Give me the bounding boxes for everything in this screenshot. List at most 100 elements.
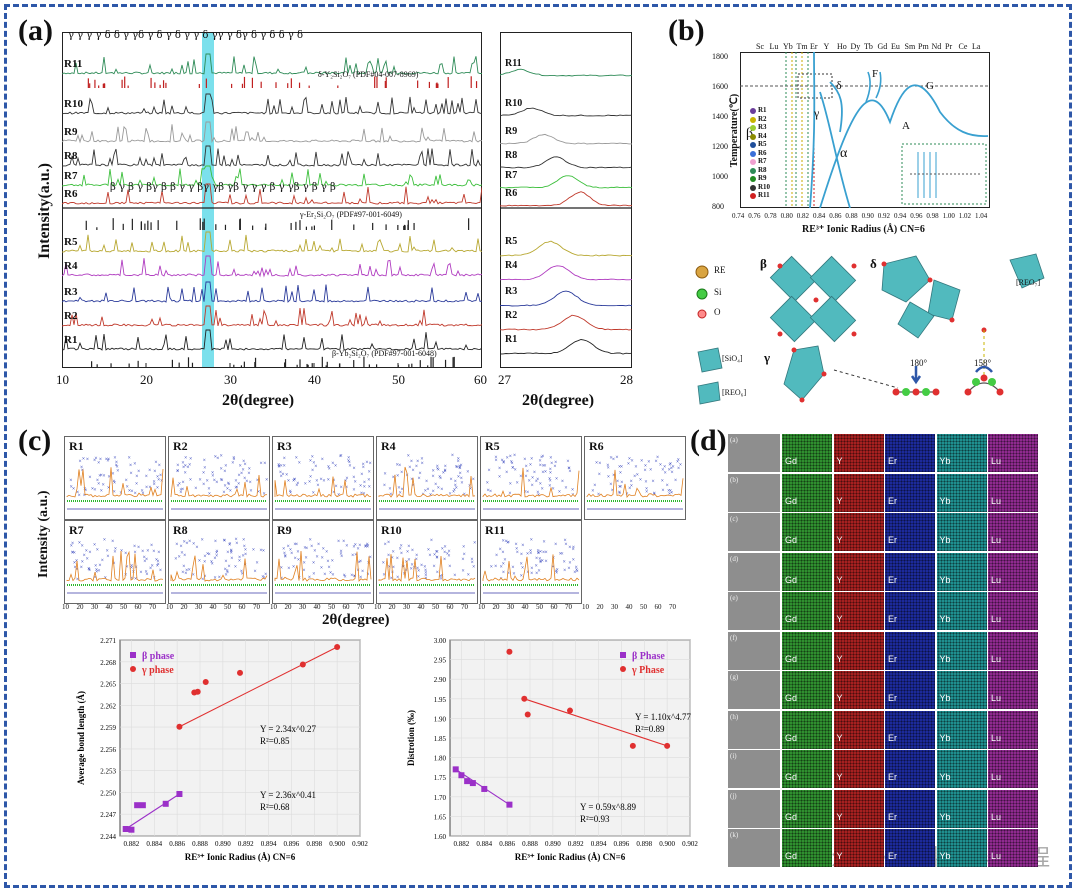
refinement-R10: × × × × × × × × × × × × × × × × × × × × × × × × × × × × × × × × × × × × × × × ×… bbox=[376, 520, 478, 604]
legend-dot-R6 bbox=[750, 150, 756, 157]
atom-RE: RE bbox=[714, 265, 726, 275]
xtick: 60 bbox=[474, 372, 487, 387]
legend-dot-R1 bbox=[750, 108, 756, 114]
svg-text:×: × bbox=[215, 553, 218, 559]
svg-text:×: × bbox=[130, 564, 133, 570]
svg-text:×: × bbox=[526, 570, 529, 576]
point-gamma bbox=[521, 695, 528, 702]
svg-text:×: × bbox=[439, 476, 442, 482]
legend-dot-R5 bbox=[750, 142, 756, 148]
svg-text:×: × bbox=[113, 456, 116, 462]
refinement-xtick: 40 bbox=[417, 603, 425, 611]
svg-text:×: × bbox=[563, 560, 566, 566]
svg-text:×: × bbox=[259, 461, 262, 467]
svg-text:×: × bbox=[181, 460, 184, 466]
svg-text:×: × bbox=[142, 555, 145, 561]
eds-map-Gd: Gd bbox=[782, 592, 832, 630]
svg-text:×: × bbox=[125, 564, 128, 570]
phase-xtick: 0.78 bbox=[764, 212, 777, 220]
svg-text:×: × bbox=[425, 479, 428, 485]
legend-dot-R10 bbox=[750, 184, 756, 191]
svg-text:×: × bbox=[535, 556, 538, 562]
svg-text:×: × bbox=[298, 461, 301, 467]
eds-map-Gd: Gd bbox=[782, 631, 832, 670]
svg-text:×: × bbox=[510, 460, 513, 466]
svg-text:×: × bbox=[436, 570, 439, 576]
svg-text:×: × bbox=[679, 463, 682, 469]
svg-text:×: × bbox=[198, 478, 201, 484]
svg-text:×: × bbox=[94, 564, 97, 570]
sample-label-R7: R7 bbox=[64, 170, 78, 182]
svg-text:×: × bbox=[436, 467, 439, 473]
legend-R9: R9 bbox=[758, 174, 767, 182]
eds-map-Y: Y bbox=[833, 789, 884, 828]
scatter-ytick: 2.268 bbox=[100, 659, 116, 667]
svg-text:×: × bbox=[504, 539, 507, 545]
panel-a-label: (a) bbox=[18, 14, 53, 47]
svg-text:×: × bbox=[279, 470, 282, 476]
svg-text:×: × bbox=[598, 461, 601, 467]
svg-text:×: × bbox=[457, 456, 460, 462]
svg-text:×: × bbox=[145, 572, 148, 578]
svg-text:×: × bbox=[530, 571, 533, 577]
eds-map-Y: Y bbox=[833, 552, 884, 591]
svg-text:×: × bbox=[98, 563, 101, 569]
svg-text:×: × bbox=[289, 489, 292, 495]
svg-text:×: × bbox=[281, 472, 284, 478]
svg-text:×: × bbox=[206, 551, 209, 557]
sample-label-R10: R10 bbox=[64, 98, 83, 110]
refinement-xtick: 40 bbox=[105, 603, 113, 611]
svg-text:×: × bbox=[529, 551, 532, 557]
svg-text:×: × bbox=[184, 571, 187, 577]
svg-text:×: × bbox=[220, 478, 223, 484]
refinement-R2: × × × × × × × × × × × × × × × × × × × × × × × × × × × × × × × × × × × × × × × ×… bbox=[168, 436, 270, 520]
svg-text:×: × bbox=[392, 565, 395, 571]
svg-text:×: × bbox=[535, 571, 538, 577]
sample-label-R1: R1 bbox=[64, 334, 78, 346]
svg-text:×: × bbox=[406, 550, 409, 556]
svg-text:×: × bbox=[116, 468, 119, 474]
zoom-label-R7: R7 bbox=[505, 170, 518, 181]
svg-text:×: × bbox=[214, 539, 217, 545]
svg-text:×: × bbox=[134, 576, 137, 582]
svg-text:×: × bbox=[284, 554, 287, 560]
svg-text:×: × bbox=[651, 479, 654, 485]
svg-text:×: × bbox=[383, 483, 386, 489]
svg-text:×: × bbox=[94, 456, 97, 462]
svg-text:×: × bbox=[636, 472, 639, 478]
svg-text:×: × bbox=[526, 469, 529, 475]
svg-text:×: × bbox=[432, 469, 435, 475]
svg-text:×: × bbox=[424, 573, 427, 579]
svg-text:×: × bbox=[180, 551, 183, 557]
element-Eu: Eu bbox=[891, 42, 900, 51]
svg-text:×: × bbox=[297, 558, 300, 564]
eds-map-Er: Er bbox=[885, 592, 935, 630]
svg-text:×: × bbox=[224, 559, 227, 565]
svg-text:×: × bbox=[439, 574, 442, 580]
svg-text:×: × bbox=[157, 477, 160, 483]
svg-text:×: × bbox=[424, 568, 427, 574]
element-Dy: Dy bbox=[850, 42, 861, 51]
svg-text:×: × bbox=[510, 461, 513, 467]
scatter-xtick: 0.886 bbox=[499, 840, 515, 848]
svg-text:×: × bbox=[472, 564, 475, 570]
svg-text:×: × bbox=[107, 457, 110, 463]
svg-text:×: × bbox=[81, 559, 84, 565]
scatter-ytick: 1.90 bbox=[434, 715, 447, 723]
svg-text:×: × bbox=[629, 479, 632, 485]
svg-text:×: × bbox=[156, 474, 159, 480]
phase-ytick: 1600 bbox=[712, 82, 728, 91]
svg-text:×: × bbox=[207, 486, 210, 492]
svg-text:×: × bbox=[228, 542, 231, 548]
svg-text:×: × bbox=[348, 460, 351, 466]
svg-text:×: × bbox=[392, 475, 395, 481]
refinement-xtick: 30 bbox=[299, 603, 306, 611]
point-beta bbox=[134, 802, 141, 809]
svg-text:×: × bbox=[649, 468, 652, 474]
xtick: 50 bbox=[392, 372, 405, 387]
svg-text:×: × bbox=[470, 560, 473, 566]
eds-map-Lu: Lu bbox=[988, 434, 1038, 472]
svg-text:×: × bbox=[676, 459, 679, 465]
svg-text:×: × bbox=[304, 555, 307, 561]
svg-text:×: × bbox=[226, 486, 229, 492]
